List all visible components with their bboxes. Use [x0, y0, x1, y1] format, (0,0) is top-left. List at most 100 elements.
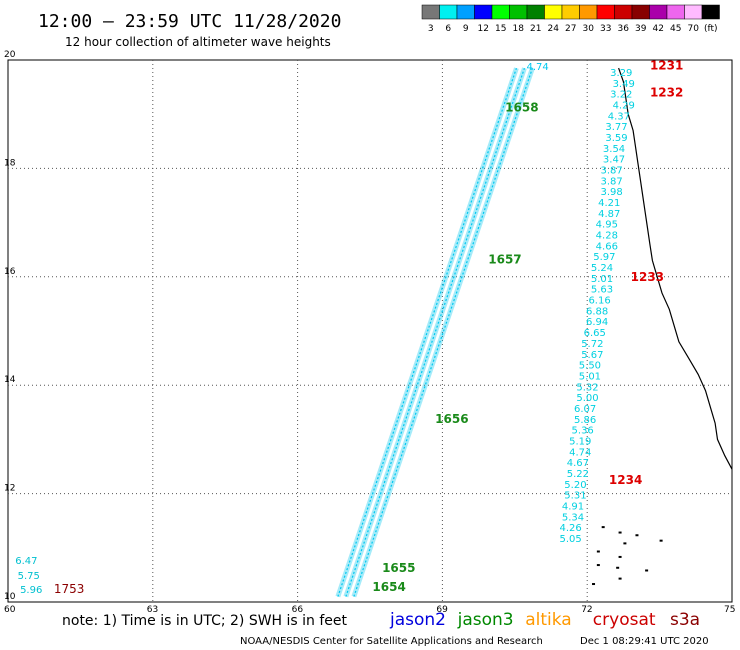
wave-height-value: 4.37 — [608, 111, 630, 122]
colorbar-label: 42 — [653, 24, 664, 34]
colorbar-swatch — [701, 4, 720, 20]
satellite-legend: jason2 jason3 altika cryosat s3a — [389, 610, 700, 630]
colorbar-label: 21 — [530, 24, 541, 34]
wave-height-value: 5.22 — [567, 469, 589, 480]
legend-cryosat: cryosat — [593, 610, 656, 630]
wave-height-value: 3.49 — [613, 79, 635, 90]
wave-height-value: 4.91 — [562, 502, 584, 513]
cryosat-time-label: 1231 — [650, 58, 683, 72]
wave-height-value: 5.31 — [564, 491, 586, 502]
wave-height-value: 3.22 — [610, 90, 632, 101]
island-dot — [659, 539, 663, 542]
colorbar-swatch — [596, 4, 615, 20]
colorbar-swatch — [456, 4, 475, 20]
track-line — [353, 67, 534, 597]
x-tick-label: 60 — [4, 605, 16, 615]
colorbar-swatch — [684, 4, 703, 20]
wave-height-value: 6.88 — [586, 306, 608, 317]
x-tick-label: 72 — [581, 605, 592, 615]
jason3-time-label: 1656 — [435, 412, 468, 426]
x-tick-label: 69 — [436, 605, 448, 615]
colorbar-label: 30 — [583, 24, 595, 34]
colorbar-swatch — [579, 4, 598, 20]
x-tick-label: 63 — [147, 605, 158, 615]
colorbar-swatch — [439, 4, 458, 20]
ground-track: 4.74 — [335, 62, 549, 598]
jason3-time-label: 1655 — [382, 561, 415, 575]
colorbar: 3 6 9 12 15 18 21 24 27 30 33 36 39 42 45 70 (ft) — [421, 4, 720, 34]
island-dot — [645, 569, 649, 572]
wave-height-value: 5.50 — [579, 361, 601, 372]
wave-height-value: 6.07 — [574, 404, 596, 415]
near-coast-values: 3.293.493.224.294.373.773.593.543.473.87… — [559, 68, 634, 545]
track-line — [337, 67, 518, 597]
y-tick-label: 18 — [4, 158, 16, 168]
island-dot — [618, 577, 622, 580]
coastline — [592, 67, 733, 586]
colorbar-label: 12 — [478, 24, 489, 34]
colorbar-label: 70 — [688, 24, 700, 34]
colorbar-swatch — [666, 4, 685, 20]
left-wave-value: 6.47 — [15, 556, 37, 567]
y-tick-label: 20 — [4, 50, 16, 60]
wave-height-value: 3.98 — [601, 187, 623, 198]
footer-credit: NOAA/NESDIS Center for Satellite Applica… — [240, 636, 543, 647]
colorbar-label: 33 — [600, 24, 611, 34]
island-dot — [592, 583, 596, 586]
wave-height-value: 3.87 — [601, 176, 623, 187]
footer-timestamp: Dec 1 08:29:41 UTC 2020 — [580, 636, 709, 647]
colorbar-label: 39 — [635, 24, 647, 34]
track-line — [345, 67, 526, 597]
colorbar-label: 36 — [618, 24, 630, 34]
colorbar-swatch — [421, 4, 440, 20]
wave-height-value: 3.59 — [605, 133, 627, 144]
coastline-path — [618, 67, 733, 470]
island-dot — [635, 534, 639, 537]
wave-height-value: 5.86 — [574, 415, 596, 426]
colorbar-label: 45 — [670, 24, 681, 34]
colorbar-label: 18 — [513, 24, 525, 34]
wave-height-value: 4.28 — [596, 231, 618, 242]
jason3-time-label: 1658 — [505, 100, 538, 114]
wave-height-value: 3.87 — [601, 165, 623, 176]
wave-height-value: 5.01 — [591, 274, 613, 285]
left-wave-value: 5.96 — [20, 585, 42, 596]
colorbar-swatch — [491, 4, 510, 20]
wave-height-value: 3.77 — [605, 122, 627, 133]
y-tick-label: 10 — [4, 592, 16, 602]
wave-height-value: 5.32 — [576, 382, 598, 393]
wave-height-value: 4.66 — [596, 241, 618, 252]
time-labels: 1658 1657 1656 1655 1654 1231 1232 1233 1234 6.47… — [15, 58, 683, 595]
wave-height-value: 4.95 — [596, 220, 618, 231]
colorbar-label: 15 — [495, 24, 506, 34]
wave-height-value: 6.94 — [586, 317, 608, 328]
y-tick-label: 12 — [4, 484, 15, 494]
cryosat-time-label: 1233 — [631, 270, 664, 284]
colorbar-swatch — [474, 4, 493, 20]
wave-height-value: 6.65 — [584, 328, 606, 339]
wave-height-value: 5.63 — [591, 285, 613, 296]
legend-s3a: s3a — [670, 610, 700, 630]
chart-subtitle: 12 hour collection of altimeter wave hei… — [65, 35, 331, 49]
wave-height-value: 5.00 — [576, 393, 598, 404]
wave-height-value: 5.97 — [593, 252, 615, 263]
wave-height-value: 5.20 — [564, 480, 586, 491]
x-tick-label: 66 — [292, 605, 304, 615]
jason3-time-label: 1657 — [488, 252, 521, 266]
wave-height-value: 5.72 — [581, 339, 603, 350]
colorbar-swatch — [561, 4, 580, 20]
cryosat-time-label: 1234 — [609, 473, 642, 487]
legend-altika: altika — [525, 610, 572, 630]
legend-jason3: jason3 — [457, 610, 514, 630]
island-dot — [618, 555, 622, 558]
axis-tick-labels: 60 63 66 69 72 75 10 12 14 16 18 20 — [4, 50, 735, 615]
jason3-time-label: 1654 — [372, 580, 405, 594]
wave-height-value: 5.19 — [569, 436, 591, 447]
wave-height-value: 4.29 — [613, 100, 635, 111]
colorbar-label: 9 — [463, 24, 469, 34]
island-dot — [623, 542, 627, 545]
wave-height-value: 4.74 — [569, 447, 591, 458]
legend-jason2: jason2 — [389, 610, 446, 630]
colorbar-label: (ft) — [704, 24, 718, 34]
colorbar-swatch — [649, 4, 668, 20]
